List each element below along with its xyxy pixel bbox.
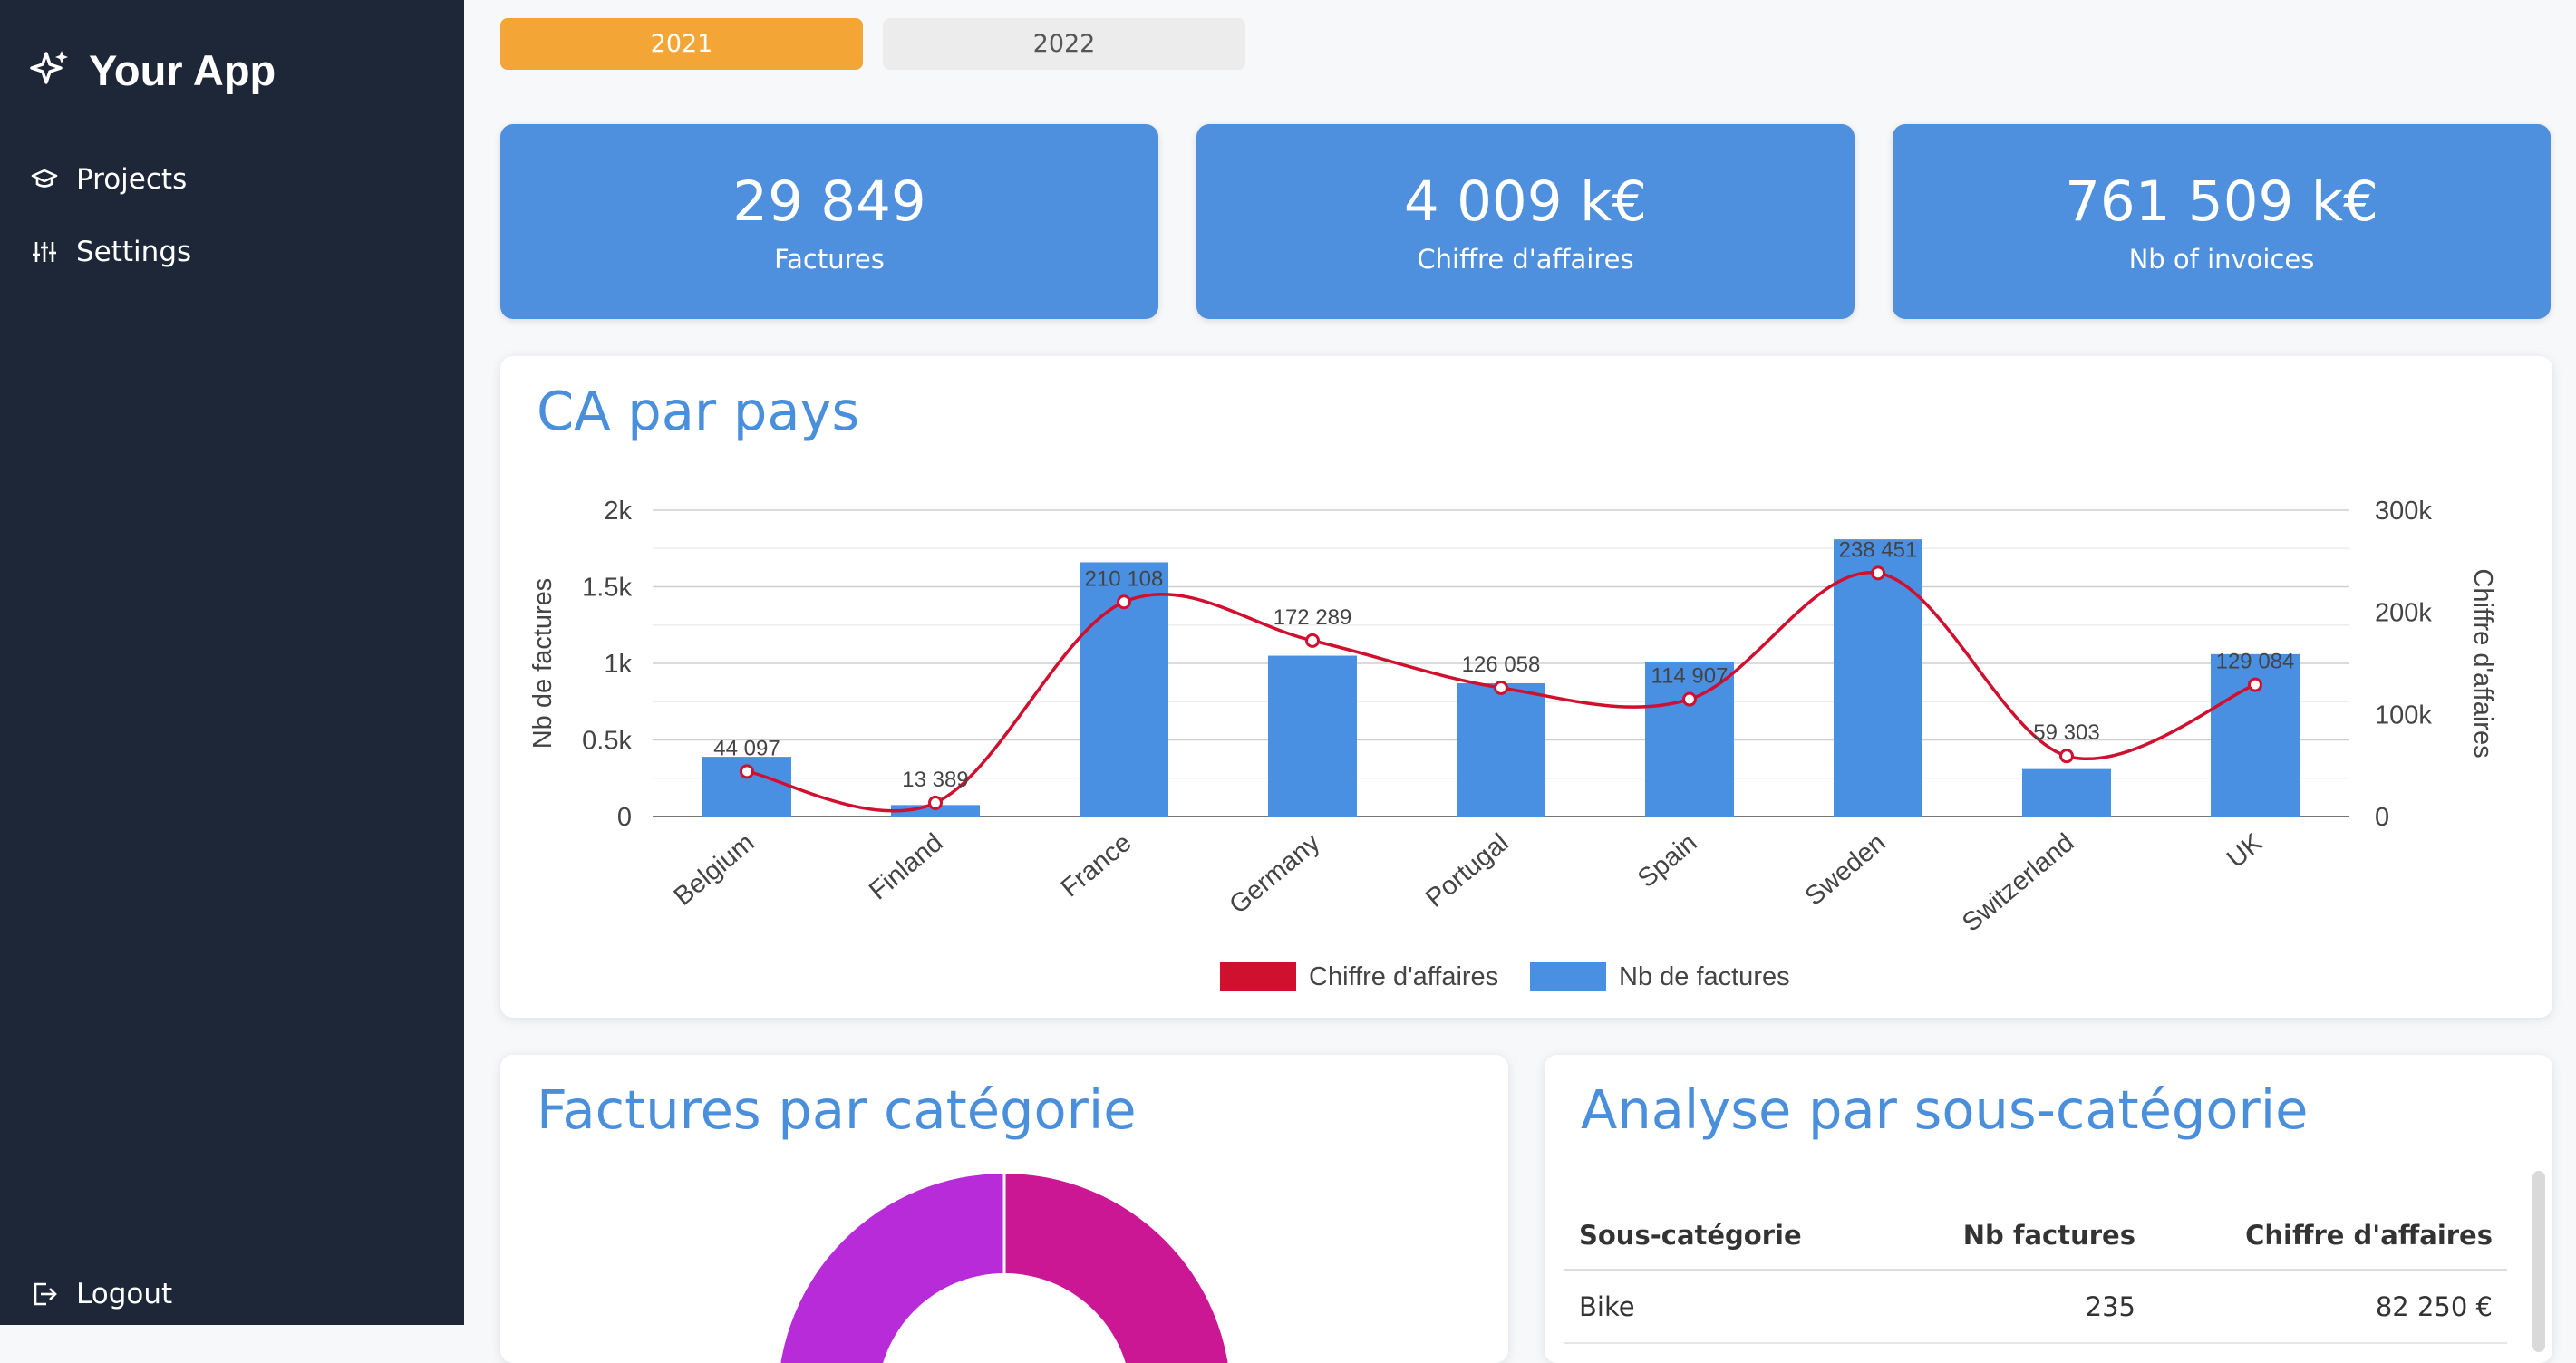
tab-2022[interactable]: 2022 (883, 18, 1245, 70)
donut-title: Factures par catégorie (537, 1078, 1137, 1141)
table-header-row: Sous-catégorie Nb factures Chiffre d'aff… (1564, 1202, 2507, 1271)
line-point (1117, 594, 1131, 610)
brand[interactable]: Your App (29, 45, 276, 95)
x-tick-label: Spain (1632, 828, 1702, 894)
kpi-value: 761 509 k€ (2065, 169, 2378, 234)
y-axis-label: Nb de factures (528, 578, 557, 749)
line-point (928, 795, 943, 810)
cell-revenue: 82 250 € (2149, 1270, 2507, 1344)
y-right-tick-label: 100k (2375, 701, 2432, 730)
legend-label: Chiffre d'affaires (1309, 962, 1498, 991)
y-right-axis-label: Chiffre d'affaires (2468, 568, 2497, 758)
data-label: 172 289 (1273, 605, 1352, 630)
y-right-tick-label: 200k (2375, 599, 2432, 628)
data-label: 210 108 (1085, 566, 1164, 591)
line-point (1494, 680, 1508, 695)
sidebar-item-label: Settings (76, 236, 192, 268)
line-point (2248, 677, 2262, 692)
x-tick-label: Germany (1225, 828, 1326, 920)
data-label: 13 389 (902, 768, 968, 792)
data-label: 44 097 (713, 736, 780, 760)
y-tick-label: 2k (604, 497, 632, 526)
column-header-count[interactable]: Nb factures (1889, 1202, 2150, 1271)
y-tick-label: 1k (604, 650, 632, 679)
app-title: Your App (89, 46, 276, 94)
line-point (1871, 566, 1885, 581)
sidebar: Your App Projects Settings (0, 0, 464, 1325)
donut-panel: Factures par catégorie (500, 1055, 1508, 1363)
cell-count: 235 (1889, 1270, 2150, 1344)
y-right-tick-label: 300k (2375, 497, 2432, 526)
x-tick-label: Belgium (669, 828, 760, 912)
chart-title: CA par pays (537, 380, 860, 442)
data-label: 126 058 (1462, 652, 1541, 677)
kpi-label: Chiffre d'affaires (1417, 244, 1634, 275)
x-tick-label: France (1056, 828, 1138, 904)
bar (1645, 662, 1734, 817)
legend-swatch-line (1220, 962, 1296, 991)
y-tick-label: 0 (617, 803, 632, 832)
kpi-value: 29 849 (732, 169, 926, 234)
data-label: 114 907 (1651, 664, 1729, 689)
kpi-label: Nb of invoices (2128, 244, 2315, 275)
x-tick-label: UK (2222, 827, 2269, 874)
x-tick-label: Sweden (1800, 828, 1892, 912)
data-label: 238 451 (1839, 537, 1918, 562)
tab-2021[interactable]: 2021 (500, 18, 863, 70)
factures-par-categorie-donut (778, 1174, 1231, 1363)
column-header-subcategory[interactable]: Sous-catégorie (1564, 1202, 1890, 1271)
ca-par-pays-chart: 0 0.5k 1k 1.5k 2k 0 100k 200k 300k Nb de factures… (528, 497, 2497, 991)
legend-swatch-bar (1530, 962, 1606, 991)
line-point (1682, 691, 1697, 707)
y-tick-label: 0.5k (582, 727, 632, 756)
sparkle-icon (29, 48, 71, 93)
data-label: 129 084 (2216, 650, 2295, 674)
subcategory-table: Sous-catégorie Nb factures Chiffre d'aff… (1564, 1202, 2507, 1344)
sidebar-item-settings[interactable]: Settings (31, 236, 191, 268)
line-point (2059, 749, 2074, 764)
kpi-label: Factures (774, 244, 885, 275)
graduation-cap-icon (31, 166, 58, 193)
donut-slice-left[interactable] (778, 1174, 1004, 1363)
table-scrollbar[interactable] (2532, 1171, 2545, 1352)
logout-icon (31, 1281, 58, 1308)
sidebar-item-projects[interactable]: Projects (31, 163, 187, 196)
chart-panel: CA par pays 0 0.5k 1k 1.5k 2k 0 100k 200k 300k Nb… (500, 356, 2552, 1018)
column-header-revenue[interactable]: Chiffre d'affaires (2149, 1202, 2507, 1271)
kpi-card-chiffre-affaires: 4 009 k€ Chiffre d'affaires (1196, 124, 1855, 319)
bar (1457, 682, 1545, 817)
y-right-tick-label: 0 (2375, 803, 2389, 832)
y-tick-label: 1.5k (582, 574, 632, 603)
x-tick-label: Portugal (1420, 828, 1514, 914)
kpi-card-nb-invoices: 761 509 k€ Nb of invoices (1893, 124, 2551, 319)
line-point (740, 764, 754, 779)
cell-subcategory: Bike (1564, 1270, 1890, 1344)
table-row[interactable]: Bike 235 82 250 € (1564, 1270, 2507, 1344)
bar (2022, 768, 2111, 817)
kpi-value: 4 009 k€ (1403, 169, 1648, 234)
line-point (1305, 633, 1320, 648)
x-tick-label: Finland (864, 828, 948, 906)
logout-button[interactable]: Logout (31, 1278, 172, 1310)
sidebar-item-label: Projects (76, 163, 188, 196)
donut-slice-right[interactable] (1004, 1174, 1231, 1363)
subcategory-panel: Analyse par sous-catégorie Sous-catégori… (1545, 1055, 2552, 1363)
legend-label: Nb de factures (1619, 962, 1790, 991)
bar (1268, 655, 1357, 817)
kpi-card-factures: 29 849 Factures (500, 124, 1158, 319)
x-tick-label: Switzerland (1957, 828, 2079, 938)
logout-label: Logout (76, 1278, 173, 1310)
data-label: 59 303 (2033, 720, 2099, 745)
bar (1834, 539, 1922, 817)
subcategory-title: Analyse par sous-catégorie (1581, 1078, 2309, 1141)
sliders-icon (31, 238, 58, 266)
